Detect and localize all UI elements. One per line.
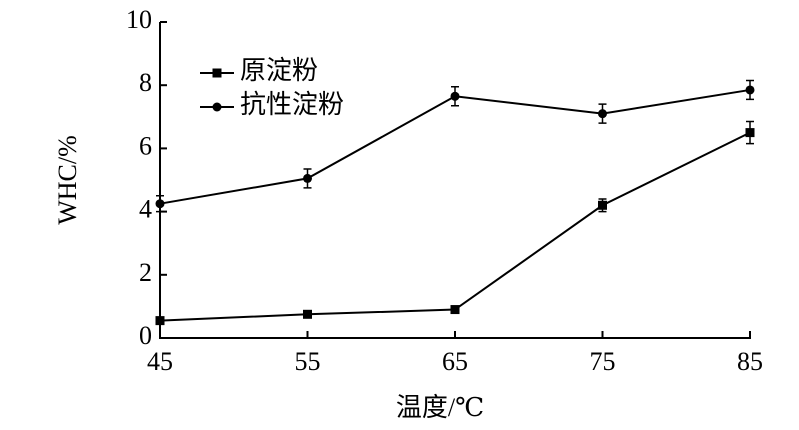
y-tick-label: 2 [139,258,152,287]
x-tick-label: 85 [737,347,763,376]
data-point [303,309,312,319]
legend-label: 抗性淀粉 [240,90,344,119]
y-tick-label: 10 [126,5,152,34]
data-point [598,109,607,119]
y-tick-label: 4 [139,195,152,224]
data-point [598,200,607,210]
y-axis-label: WHC/% [53,135,82,225]
data-point [745,85,755,95]
legend-marker [212,102,222,112]
x-axis-label: 温度/℃ [396,393,484,422]
x-tick-label: 65 [442,347,468,376]
y-tick-label: 8 [139,68,152,97]
x-tick-label: 55 [295,347,321,376]
legend-label: 原淀粉 [240,56,318,85]
data-point [745,128,755,138]
data-point [303,173,312,183]
data-point [155,316,165,326]
y-tick-label: 0 [139,321,152,350]
x-tick-label: 75 [590,347,616,376]
data-point [450,305,460,315]
data-point [155,199,165,209]
series-line [159,131,751,322]
x-tick-label: 45 [147,347,173,376]
y-tick-label: 6 [139,131,152,160]
legend-marker [212,68,222,78]
data-point [450,91,460,101]
